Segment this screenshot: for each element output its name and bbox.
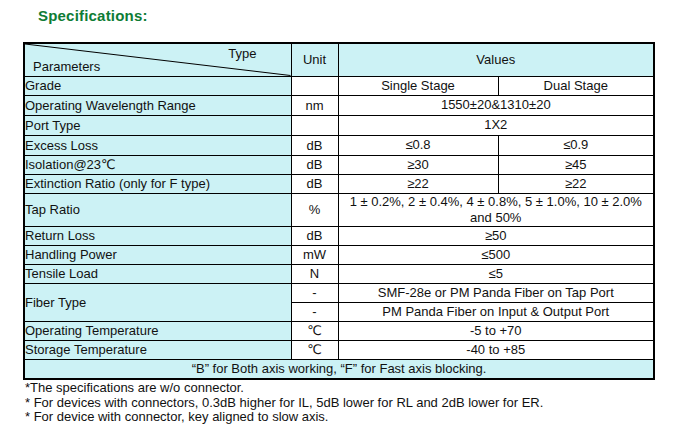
diagonal-header-cell: Type Parameters bbox=[24, 43, 291, 76]
row-label-extinction-ratio: Extinction Ratio (only for F type) bbox=[24, 174, 291, 193]
footnotes: *The specifications are w/o connector. *… bbox=[25, 381, 543, 425]
table-row-handling-power: Handling Power mW ≤500 bbox=[24, 245, 654, 264]
row-label-isolation: Isolation@23℃ bbox=[24, 155, 291, 174]
row-label-fiber-type: Fiber Type bbox=[24, 283, 291, 321]
footnote-line: *The specifications are w/o connector. bbox=[25, 381, 543, 396]
grade-single-stage-cell: Single Stage bbox=[338, 76, 498, 95]
header-parameters-label: Parameters bbox=[33, 59, 100, 74]
row-label-return-loss: Return Loss bbox=[24, 226, 291, 245]
isolation-unit-cell: dB bbox=[291, 155, 338, 174]
header-type-label: Type bbox=[228, 46, 256, 61]
port-type-unit-cell bbox=[291, 115, 338, 135]
table-row-wavelength: Operating Wavelength Range nm 1550±20&13… bbox=[24, 95, 654, 115]
wavelength-unit-cell: nm bbox=[291, 95, 338, 115]
extinction-ratio-single-cell: ≥22 bbox=[338, 174, 498, 193]
excess-loss-single-cell: ≤0.8 bbox=[338, 135, 498, 155]
tensile-load-unit-cell: N bbox=[291, 264, 338, 283]
row-label-storage-temperature: Storage Temperature bbox=[24, 340, 291, 359]
row-label-grade: Grade bbox=[24, 76, 291, 95]
tensile-load-value-cell: ≤5 bbox=[338, 264, 654, 283]
excess-loss-unit-cell: dB bbox=[291, 135, 338, 155]
isolation-dual-cell: ≥45 bbox=[498, 155, 654, 174]
handling-power-unit-cell: mW bbox=[291, 245, 338, 264]
specifications-table: Type Parameters Unit Values Grade Single… bbox=[23, 42, 655, 380]
table-row-isolation: Isolation@23℃ dB ≥30 ≥45 bbox=[24, 155, 654, 174]
table-row-tensile-load: Tensile Load N ≤5 bbox=[24, 264, 654, 283]
table-row-tap-ratio: Tap Ratio % 1 ± 0.2%, 2 ± 0.4%, 4 ± 0.8%… bbox=[24, 193, 654, 226]
table-header-row: Type Parameters Unit Values bbox=[24, 43, 654, 76]
operating-temperature-value-cell: -5 to +70 bbox=[338, 321, 654, 340]
table-row-grade: Grade Single Stage Dual Stage bbox=[24, 76, 654, 95]
tap-ratio-value-cell: 1 ± 0.2%, 2 ± 0.4%, 4 ± 0.8%, 5 ± 1.0%, … bbox=[338, 193, 654, 226]
row-label-wavelength: Operating Wavelength Range bbox=[24, 95, 291, 115]
isolation-single-cell: ≥30 bbox=[338, 155, 498, 174]
header-values-label: Values bbox=[338, 43, 654, 76]
table-row-excess-loss: Excess Loss dB ≤0.8 ≤0.9 bbox=[24, 135, 654, 155]
fiber-type-unit-cell-2: - bbox=[291, 302, 338, 321]
section-title: Specifications: bbox=[38, 7, 148, 24]
row-label-port-type: Port Type bbox=[24, 115, 291, 135]
header-unit-label: Unit bbox=[291, 43, 338, 76]
table-row-port-type: Port Type 1X2 bbox=[24, 115, 654, 135]
grade-dual-stage-cell: Dual Stage bbox=[498, 76, 654, 95]
wavelength-value-cell: 1550±20&1310±20 bbox=[338, 95, 654, 115]
storage-temperature-value-cell: -40 to +85 bbox=[338, 340, 654, 359]
excess-loss-dual-cell: ≤0.9 bbox=[498, 135, 654, 155]
grade-unit-cell bbox=[291, 76, 338, 95]
tap-ratio-unit-cell: % bbox=[291, 193, 338, 226]
return-loss-unit-cell: dB bbox=[291, 226, 338, 245]
storage-temperature-unit-cell: ℃ bbox=[291, 340, 338, 359]
table-row-extinction-ratio: Extinction Ratio (only for F type) dB ≥2… bbox=[24, 174, 654, 193]
fiber-type-unit-cell-1: - bbox=[291, 283, 338, 302]
row-label-tensile-load: Tensile Load bbox=[24, 264, 291, 283]
extinction-ratio-dual-cell: ≥22 bbox=[498, 174, 654, 193]
extinction-ratio-unit-cell: dB bbox=[291, 174, 338, 193]
operating-temperature-unit-cell: ℃ bbox=[291, 321, 338, 340]
row-label-tap-ratio: Tap Ratio bbox=[24, 193, 291, 226]
footnote-line: * For device with connector, key aligned… bbox=[25, 410, 543, 425]
table-row-return-loss: Return Loss dB ≥50 bbox=[24, 226, 654, 245]
fiber-type-value-cell-2: PM Panda Fiber on Input & Output Port bbox=[338, 302, 654, 321]
port-type-value-cell: 1X2 bbox=[338, 115, 654, 135]
row-label-operating-temperature: Operating Temperature bbox=[24, 321, 291, 340]
footer-note: “B” for Both axis working, “F” for Fast … bbox=[24, 359, 654, 379]
fiber-type-value-cell-1: SMF-28e or PM Panda Fiber on Tap Port bbox=[338, 283, 654, 302]
datasheet-page: { "title": "Specifications:", "colors": … bbox=[0, 0, 676, 430]
row-label-excess-loss: Excess Loss bbox=[24, 135, 291, 155]
footnote-line: * For devices with connectors, 0.3dB hig… bbox=[25, 396, 543, 411]
table-row-storage-temperature: Storage Temperature ℃ -40 to +85 bbox=[24, 340, 654, 359]
row-label-handling-power: Handling Power bbox=[24, 245, 291, 264]
table-row-fiber-type-1: Fiber Type - SMF-28e or PM Panda Fiber o… bbox=[24, 283, 654, 302]
table-row-operating-temperature: Operating Temperature ℃ -5 to +70 bbox=[24, 321, 654, 340]
return-loss-value-cell: ≥50 bbox=[338, 226, 654, 245]
table-footer-row: “B” for Both axis working, “F” for Fast … bbox=[24, 359, 654, 379]
handling-power-value-cell: ≤500 bbox=[338, 245, 654, 264]
